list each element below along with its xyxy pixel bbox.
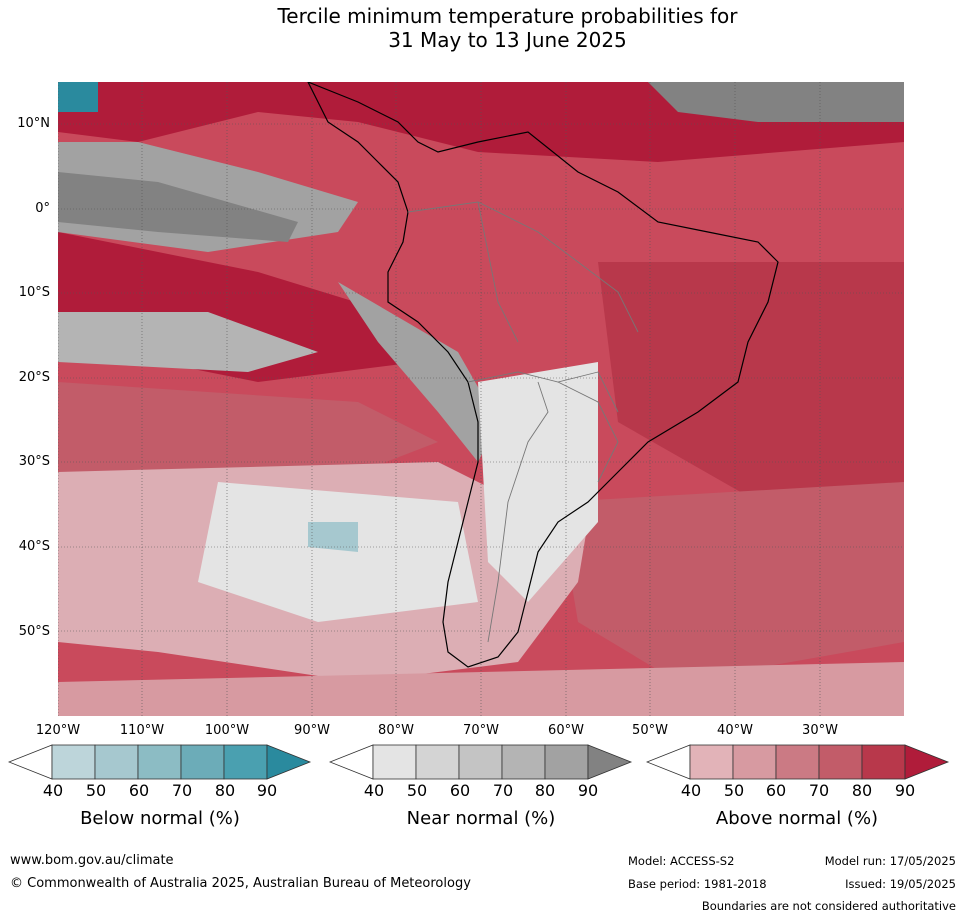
below-normal-title: Below normal (%) <box>80 808 240 829</box>
near-normal-equatorial <box>58 172 298 242</box>
colorbar-above-swatches <box>646 744 950 780</box>
lon-label-80w: 80°W <box>378 723 414 738</box>
above-swatch-lower-extend <box>646 744 691 780</box>
lon-label-40w: 40°W <box>717 723 753 738</box>
below-normal-corner <box>58 82 98 112</box>
lon-label-110w: 110°W <box>119 723 165 738</box>
below-swatch-upper-extend <box>266 744 312 780</box>
above-swatch-3 <box>818 744 863 780</box>
above-swatch-1 <box>732 744 777 780</box>
near-normal-south-pacific <box>198 482 478 622</box>
lat-label-0: 0° <box>35 201 50 216</box>
below-tick-50: 50 <box>85 781 107 800</box>
near-swatch-lower-extend <box>329 744 374 780</box>
website-link[interactable]: www.bom.gov.au/climate <box>10 853 174 868</box>
above-swatch-4 <box>861 744 906 780</box>
colorbar-near-swatches <box>329 744 633 780</box>
lon-label-30w: 30°W <box>802 723 838 738</box>
lon-label-120w: 120°W <box>35 723 81 738</box>
near-swatch-0 <box>372 744 417 780</box>
colorbar-above <box>646 744 950 780</box>
colorbar-below-swatches <box>8 744 312 780</box>
colorbar-below <box>8 744 312 780</box>
band-southeast <box>558 482 904 682</box>
above-tick-40: 40 <box>680 781 702 800</box>
near-tick-90: 90 <box>577 781 599 800</box>
below-tick-90: 90 <box>256 781 278 800</box>
lon-label-100w: 100°W <box>204 723 250 738</box>
near-tick-50: 50 <box>406 781 428 800</box>
model-run: Model run: 17/05/2025 <box>824 854 956 868</box>
above-normal-title: Above normal (%) <box>715 808 879 829</box>
above-swatch-0 <box>689 744 734 780</box>
above-tick-50: 50 <box>723 781 745 800</box>
graticule <box>58 82 904 716</box>
above-tick-90: 90 <box>894 781 916 800</box>
band-east-strong <box>598 262 904 502</box>
lon-label-90w: 90°W <box>294 723 330 738</box>
near-tick-70: 70 <box>492 781 514 800</box>
model-name: Model: ACCESS-S2 <box>628 854 735 868</box>
country-borders <box>407 201 639 643</box>
lat-label-50s: 50°S <box>18 624 50 639</box>
issued-date: Issued: 19/05/2025 <box>845 877 956 891</box>
below-swatch-lower-extend <box>8 744 53 780</box>
lon-label-60w: 60°W <box>548 723 584 738</box>
below-swatch-0 <box>51 744 96 780</box>
near-tick-60: 60 <box>449 781 471 800</box>
below-tick-80: 80 <box>214 781 236 800</box>
base-period: Base period: 1981-2018 <box>628 877 767 891</box>
lat-label-20s: 20°S <box>18 370 50 385</box>
near-normal-argentina <box>478 362 598 602</box>
below-swatch-3 <box>180 744 225 780</box>
near-tick-80: 80 <box>534 781 556 800</box>
near-swatch-upper-extend <box>587 744 633 780</box>
above-swatch-upper-extend <box>904 744 950 780</box>
near-tick-40: 40 <box>363 781 385 800</box>
near-normal-west <box>58 312 318 372</box>
lon-label-50w: 50°W <box>632 723 668 738</box>
copyright-text: © Commonwealth of Australia 2025, Austra… <box>10 876 471 891</box>
lat-label-10n: 10°N <box>17 116 50 131</box>
near-normal-caribbean <box>648 82 904 122</box>
below-swatch-1 <box>94 744 139 780</box>
map-title: Tercile minimum temperature probabilitie… <box>0 4 965 52</box>
near-swatch-2 <box>458 744 503 780</box>
near-swatch-1 <box>415 744 460 780</box>
boundaries-disclaimer: Boundaries are not considered authoritat… <box>701 899 956 913</box>
above-tick-60: 60 <box>765 781 787 800</box>
above-swatch-2 <box>775 744 820 780</box>
near-normal-title: Near normal (%) <box>406 808 556 829</box>
title-line-1: Tercile minimum temperature probabilitie… <box>277 4 738 28</box>
near-normal-peru <box>338 282 498 462</box>
lat-label-30s: 30°S <box>18 454 50 469</box>
probability-map <box>58 82 904 716</box>
lat-label-40s: 40°S <box>18 539 50 554</box>
south-america-coastline <box>307 82 779 668</box>
below-swatch-4 <box>223 744 268 780</box>
colorbar-near <box>329 744 633 780</box>
lat-label-10s: 10°S <box>18 285 50 300</box>
lon-label-70w: 70°W <box>463 723 499 738</box>
below-normal-patch <box>308 522 358 552</box>
above-tick-70: 70 <box>808 781 830 800</box>
title-line-2: 31 May to 13 June 2025 <box>388 28 627 52</box>
below-swatch-2 <box>137 744 182 780</box>
below-tick-70: 70 <box>171 781 193 800</box>
above-tick-80: 80 <box>851 781 873 800</box>
below-tick-40: 40 <box>42 781 64 800</box>
below-tick-60: 60 <box>128 781 150 800</box>
near-swatch-3 <box>501 744 546 780</box>
near-swatch-4 <box>544 744 589 780</box>
